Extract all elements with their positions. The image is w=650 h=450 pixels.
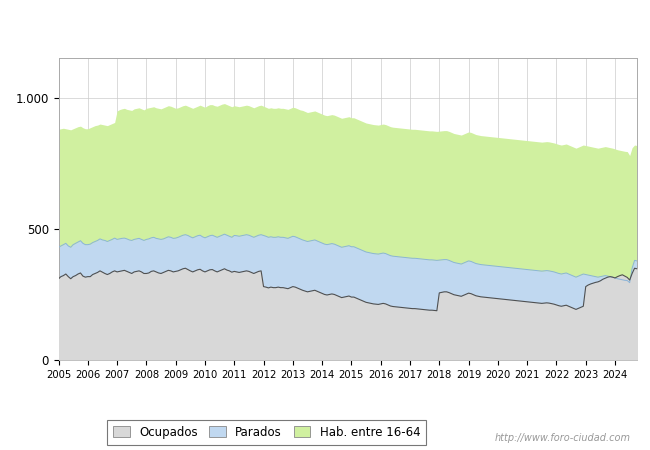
Text: Riópar - Evolucion de la poblacion en edad de Trabajar Septiembre de 2024: Riópar - Evolucion de la poblacion en ed… [88, 17, 562, 30]
Text: http://www.foro-ciudad.com: http://www.foro-ciudad.com [495, 433, 630, 443]
Legend: Ocupados, Parados, Hab. entre 16-64: Ocupados, Parados, Hab. entre 16-64 [107, 420, 426, 445]
